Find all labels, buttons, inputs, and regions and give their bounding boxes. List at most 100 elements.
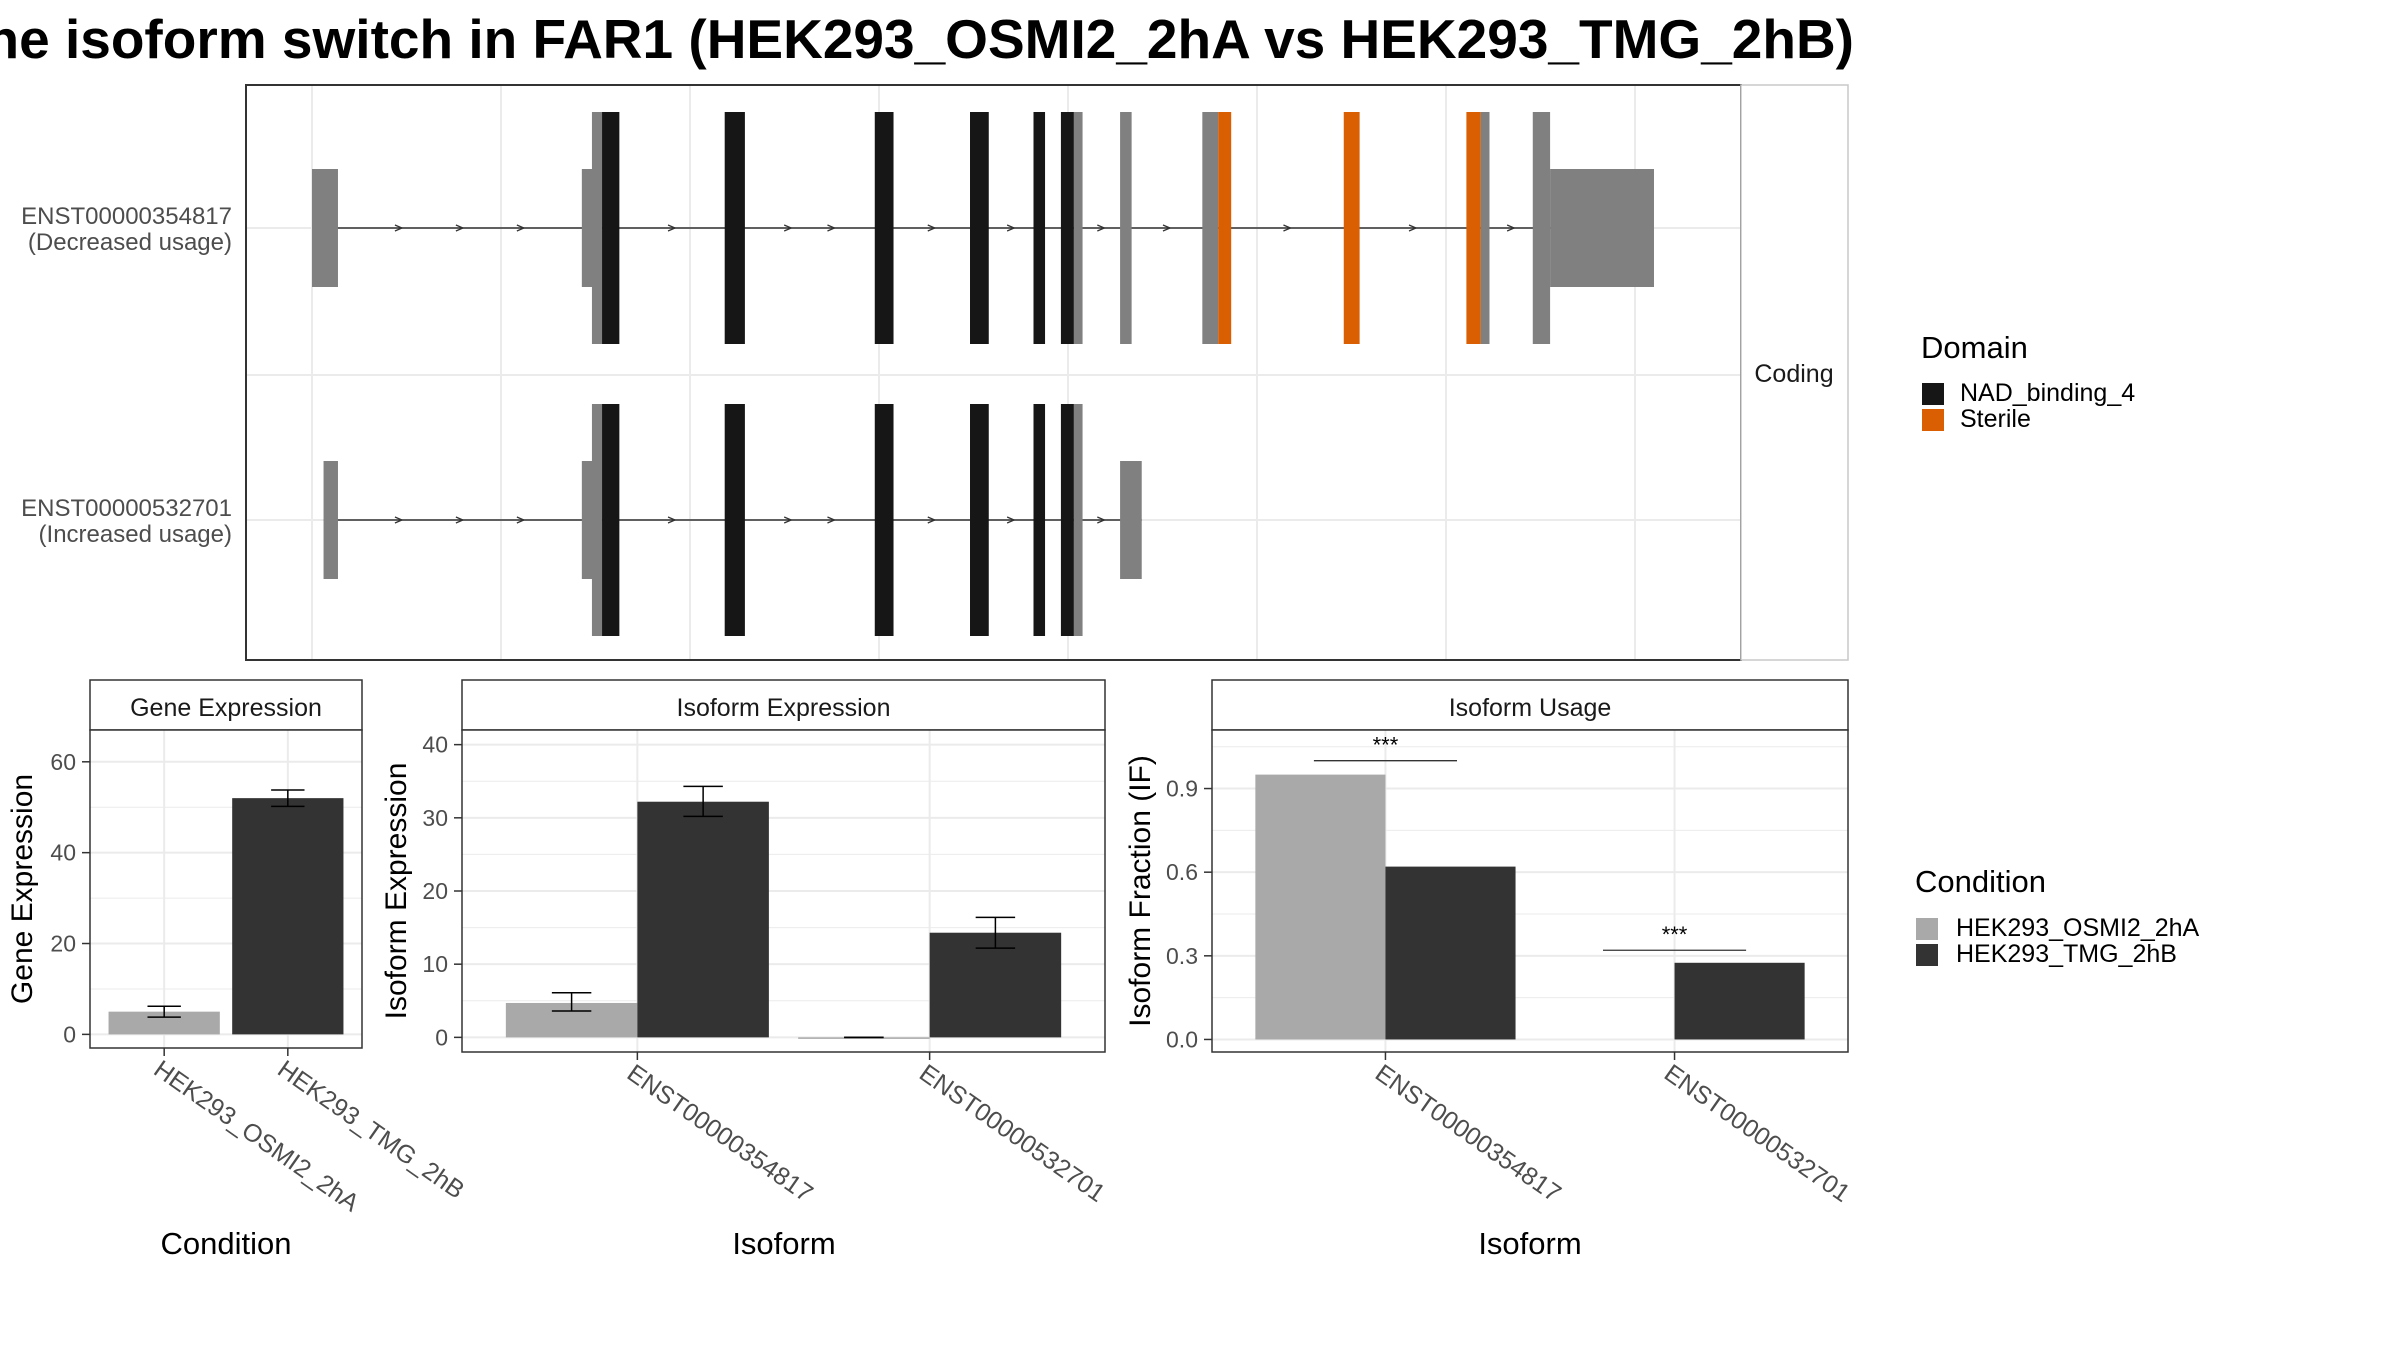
domain-legend-label: NAD_binding_4: [1960, 379, 2135, 407]
significance-label: ***: [1662, 922, 1688, 947]
exon-coding: [1532, 112, 1551, 344]
error-bar: [551, 991, 592, 1012]
exon-coding: [591, 404, 603, 636]
exon-nad-binding: [970, 112, 989, 344]
exon-coding: [1073, 112, 1083, 344]
y-tick-label: 40: [422, 732, 448, 758]
significance-label: ***: [1373, 733, 1399, 758]
exon-nad-binding: [1060, 112, 1074, 344]
y-tick-label: 0.3: [1166, 943, 1198, 969]
transcript-usage-label: (Increased usage): [39, 521, 232, 548]
isoform-expression-panel: Isoform Expression 0 10 20 30 40 Isoform Expre…: [380, 679, 1110, 1261]
strand-arrow: [1097, 224, 1106, 232]
x-axis-title: Isoform: [1478, 1226, 1581, 1261]
bar-b: [1385, 866, 1516, 1040]
strand-arrow: [516, 516, 526, 524]
bar-a: [1255, 774, 1386, 1040]
exon-coding: [1202, 112, 1219, 344]
x-axis-title: Condition: [161, 1226, 292, 1261]
facet-strip-label: Isoform Usage: [1449, 694, 1612, 722]
exon-coding: [1480, 112, 1490, 344]
condition-legend-title: Condition: [1915, 864, 2046, 899]
y-tick-label: 30: [422, 805, 448, 831]
condition-legend-label: HEK293_TMG_2hB: [1956, 940, 2177, 968]
transcript-id-label: ENST00000354817: [21, 203, 232, 230]
exon-utr: [323, 461, 338, 579]
x-tick-label: ENST00000354817: [1370, 1059, 1566, 1208]
strand-arrow: [394, 516, 404, 524]
x-tick-label: HEK293_OSMI2_2hA: [149, 1055, 365, 1218]
y-tick-label: 10: [422, 951, 448, 977]
strand-arrow: [827, 224, 837, 232]
x-tick-label: ENST00000532701: [1659, 1059, 1855, 1208]
exon-nad-binding: [1033, 404, 1046, 636]
exon-coding: [1120, 112, 1132, 344]
gene-structure-panel: Coding ENST00000354817(Decreased usage)E…: [21, 84, 1849, 661]
x-tick-label: ENST00000532701: [914, 1059, 1110, 1208]
facet-strip-label: Isoform Expression: [677, 694, 891, 722]
exon-utr: [1120, 461, 1142, 579]
exon-nad-binding: [724, 404, 745, 636]
bar-a: [108, 1011, 220, 1035]
transcript-id-label: ENST00000532701: [21, 495, 232, 522]
exon-nad-binding: [874, 404, 894, 636]
y-tick-label: 0: [63, 1021, 76, 1047]
condition-legend-key: [1916, 918, 1938, 940]
y-tick-label: 40: [50, 840, 76, 866]
bar-b: [1674, 962, 1805, 1040]
strand-arrow: [1283, 224, 1293, 232]
plot-border: [89, 729, 363, 1049]
domain-legend-title: Domain: [1921, 330, 2028, 365]
coding-strip-label: Coding: [1754, 360, 1833, 388]
exon-utr: [312, 169, 338, 287]
plot-border: [1211, 729, 1849, 1053]
exon-nad-binding: [970, 404, 989, 636]
x-tick-label: ENST00000354817: [622, 1059, 818, 1208]
error-bar: [975, 916, 1016, 949]
bar-b: [232, 798, 344, 1035]
y-tick-label: 20: [422, 878, 448, 904]
coding-strip: [1740, 84, 1849, 661]
isoform-usage-panel: Isoform Usage *** *** 0.0 0.3 0.6 0.9 Isoform F…: [1124, 679, 1855, 1261]
transcript-tracks: [312, 112, 1654, 636]
error-bar: [683, 785, 723, 818]
error-bar: [271, 789, 305, 808]
transcript-labels: ENST00000354817(Decreased usage) ENST0000…: [21, 203, 232, 548]
domain-legend-label: Sterile: [1960, 405, 2031, 433]
condition-legend-label: HEK293_OSMI2_2hA: [1956, 914, 2200, 942]
domain-legend-key: [1922, 383, 1944, 405]
condition-legend-key: [1916, 944, 1938, 966]
y-tick-label: 60: [50, 749, 76, 775]
exon-nad-binding: [1060, 404, 1074, 636]
exon-nad-binding: [874, 112, 894, 344]
strand-arrow: [667, 224, 677, 232]
strand-arrow: [1006, 516, 1016, 524]
error-bar: [147, 1005, 181, 1018]
x-axis-title: Isoform: [732, 1226, 835, 1261]
y-tick-label: 0.0: [1166, 1026, 1198, 1052]
strand-arrow: [927, 224, 937, 232]
y-axis-title: Isoform Expression: [380, 763, 413, 1020]
strand-arrow: [827, 516, 837, 524]
y-tick-label: 0.6: [1166, 859, 1198, 885]
facet-strip-label: Gene Expression: [130, 694, 322, 722]
strand-arrow: [1506, 224, 1516, 232]
strand-arrow: [455, 516, 465, 524]
exon-coding: [1073, 404, 1083, 636]
strand-arrow: [927, 516, 937, 524]
exon-nad-binding: [602, 404, 620, 636]
domain-legend-key: [1922, 409, 1944, 431]
exon-sterile: [1343, 112, 1360, 344]
bar-b: [929, 932, 1062, 1038]
facet-strip: [89, 679, 363, 731]
strand-arrow: [1097, 516, 1106, 524]
strand-arrow: [516, 224, 526, 232]
strand-arrow: [783, 516, 793, 524]
exon-nad-binding: [602, 112, 620, 344]
gene-structure-frame: [245, 84, 1742, 661]
exon-utr: [1550, 169, 1654, 287]
transcript-usage-label: (Decreased usage): [28, 229, 232, 256]
exon-coding: [591, 112, 603, 344]
